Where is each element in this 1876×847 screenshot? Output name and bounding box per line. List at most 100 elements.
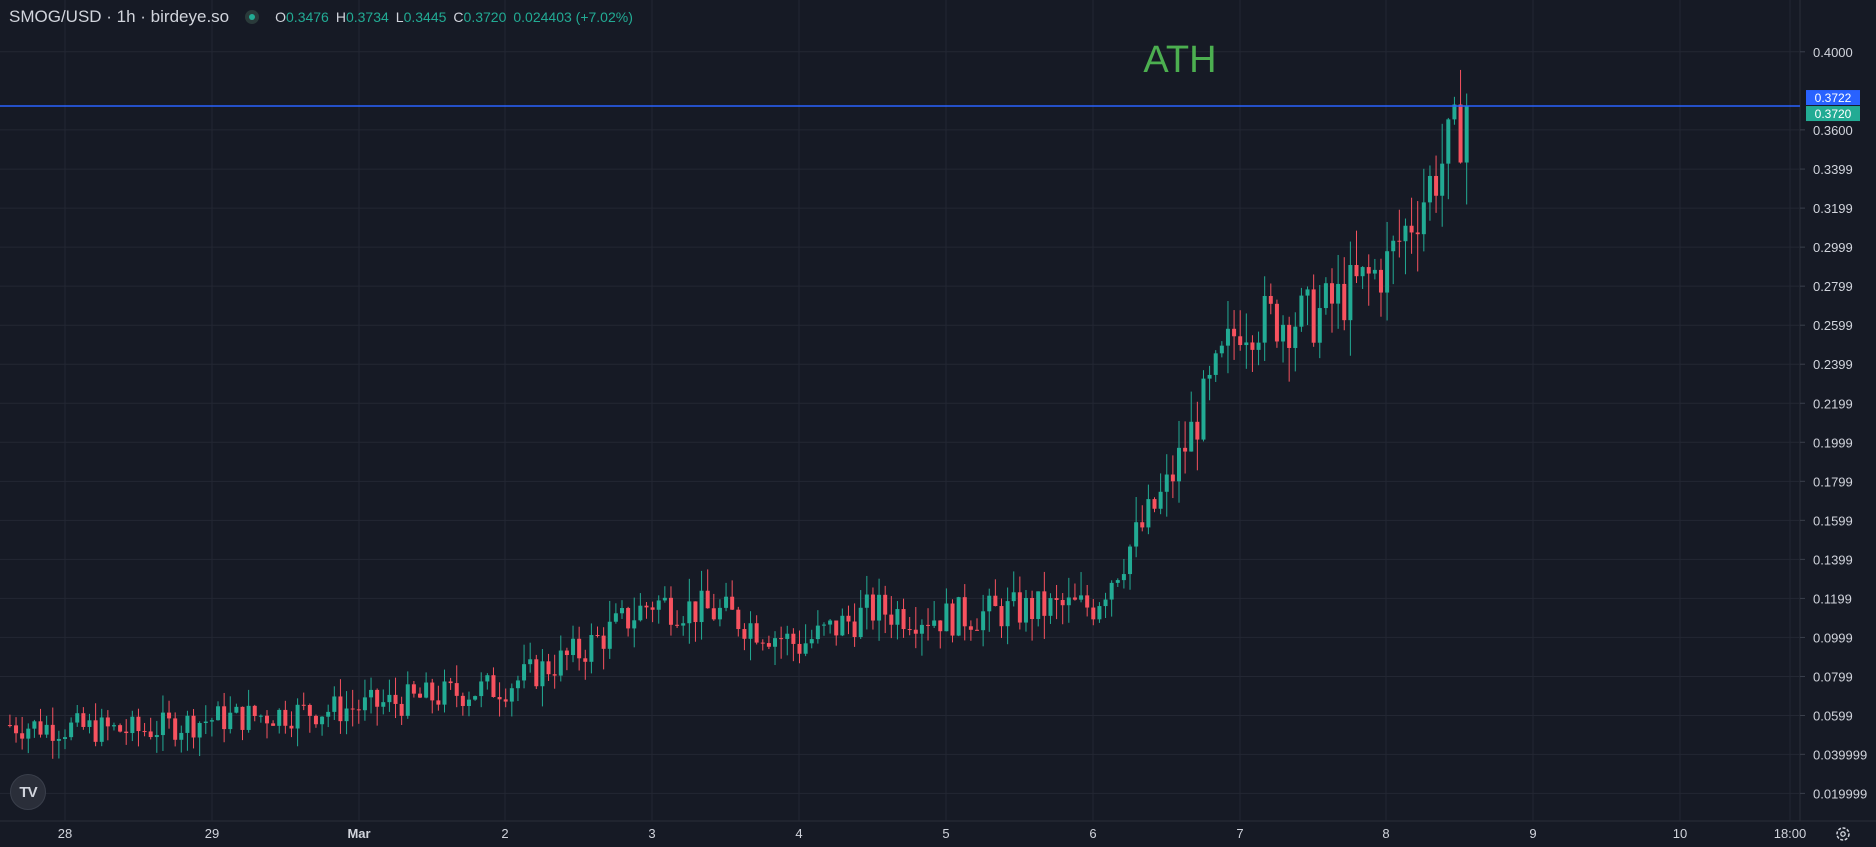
candle[interactable] — [75, 704, 80, 727]
candle[interactable] — [858, 590, 863, 639]
candle[interactable] — [975, 618, 980, 631]
candle[interactable] — [675, 610, 680, 628]
candle[interactable] — [240, 706, 245, 741]
candle[interactable] — [173, 712, 178, 747]
candle[interactable] — [1060, 593, 1065, 625]
candle[interactable] — [962, 584, 967, 641]
candle[interactable] — [650, 601, 655, 623]
tradingview-logo-icon[interactable]: TV — [10, 774, 46, 810]
candle[interactable] — [797, 630, 802, 664]
candle[interactable] — [1103, 592, 1108, 618]
candle[interactable] — [7, 714, 12, 728]
candle[interactable] — [1219, 341, 1224, 358]
candle[interactable] — [56, 730, 61, 759]
candle[interactable] — [1299, 287, 1304, 332]
candle[interactable] — [950, 599, 955, 643]
candle[interactable] — [870, 587, 875, 630]
candle[interactable] — [1250, 335, 1255, 372]
candle[interactable] — [81, 707, 86, 730]
candle[interactable] — [38, 708, 43, 738]
candle[interactable] — [552, 654, 557, 689]
candle[interactable] — [1152, 497, 1157, 513]
candle[interactable] — [87, 713, 92, 734]
candle[interactable] — [209, 717, 214, 737]
candle[interactable] — [1446, 117, 1451, 200]
candle[interactable] — [405, 671, 410, 719]
candle[interactable] — [589, 623, 594, 674]
candle[interactable] — [442, 669, 447, 713]
candle[interactable] — [301, 692, 306, 711]
candle[interactable] — [944, 588, 949, 632]
candle[interactable] — [742, 623, 747, 651]
candle[interactable] — [411, 680, 416, 698]
candle[interactable] — [99, 708, 104, 747]
candle[interactable] — [252, 704, 257, 722]
candle[interactable] — [1115, 578, 1120, 587]
candle[interactable] — [1164, 454, 1169, 517]
candle[interactable] — [1005, 587, 1010, 645]
candle[interactable] — [748, 611, 753, 661]
candle[interactable] — [889, 596, 894, 639]
candle[interactable] — [1409, 197, 1414, 254]
candle[interactable] — [479, 672, 484, 708]
candle[interactable] — [1030, 590, 1035, 641]
candle[interactable] — [546, 653, 551, 681]
candle[interactable] — [1434, 155, 1439, 213]
candle[interactable] — [760, 639, 765, 651]
candle[interactable] — [460, 692, 465, 716]
candle[interactable] — [864, 575, 869, 630]
candle[interactable] — [509, 683, 514, 717]
candle[interactable] — [699, 570, 704, 640]
candle[interactable] — [705, 569, 710, 609]
candle[interactable] — [264, 710, 269, 739]
candle[interactable] — [1189, 391, 1194, 452]
candle[interactable] — [644, 602, 649, 619]
candle[interactable] — [564, 647, 569, 671]
candle[interactable] — [1458, 69, 1463, 164]
candle[interactable] — [50, 707, 55, 759]
candle[interactable] — [595, 626, 600, 638]
candle[interactable] — [1158, 473, 1163, 515]
candle[interactable] — [1262, 276, 1267, 361]
candle[interactable] — [1323, 277, 1328, 315]
candle[interactable] — [350, 689, 355, 727]
candle[interactable] — [448, 677, 453, 690]
candle[interactable] — [154, 720, 159, 753]
candle[interactable] — [320, 716, 325, 736]
candle[interactable] — [846, 605, 851, 635]
candle[interactable] — [1366, 254, 1371, 306]
candle[interactable] — [901, 598, 906, 638]
candle[interactable] — [344, 691, 349, 735]
candle[interactable] — [724, 582, 729, 612]
candle[interactable] — [1017, 576, 1022, 630]
candle[interactable] — [534, 654, 539, 690]
candle[interactable] — [1146, 484, 1151, 535]
candle[interactable] — [69, 717, 74, 741]
candle[interactable] — [1121, 558, 1126, 589]
candle[interactable] — [754, 615, 759, 645]
candle[interactable] — [913, 607, 918, 649]
candle[interactable] — [387, 679, 392, 712]
symbol-title[interactable]: SMOG/USD · 1h · birdeye.so — [9, 7, 230, 26]
candle[interactable] — [877, 578, 882, 641]
candle[interactable] — [693, 601, 698, 642]
candle[interactable] — [1036, 591, 1041, 627]
candles[interactable] — [7, 69, 1469, 759]
candle[interactable] — [1201, 370, 1206, 442]
candle[interactable] — [1378, 258, 1383, 317]
candle[interactable] — [815, 610, 820, 644]
candle[interactable] — [1195, 401, 1200, 471]
candle[interactable] — [228, 696, 233, 734]
candle[interactable] — [503, 688, 508, 708]
candle[interactable] — [828, 619, 833, 634]
candle[interactable] — [981, 594, 986, 647]
candle[interactable] — [662, 586, 667, 603]
candle[interactable] — [987, 588, 992, 632]
candle[interactable] — [1427, 165, 1432, 221]
candle[interactable] — [1091, 599, 1096, 626]
candle[interactable] — [424, 672, 429, 699]
candle[interactable] — [852, 603, 857, 647]
candle[interactable] — [124, 719, 129, 745]
candle[interactable] — [20, 716, 25, 750]
candle[interactable] — [179, 725, 184, 753]
